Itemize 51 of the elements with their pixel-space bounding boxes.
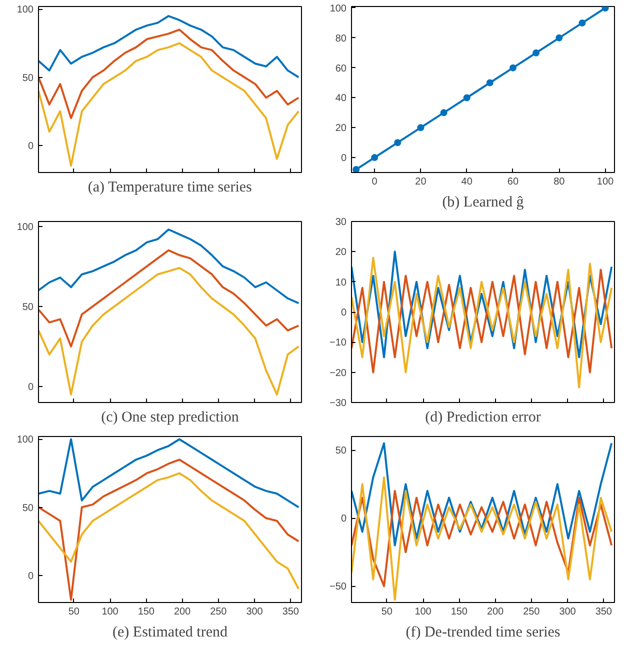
y-tick-label: 0 bbox=[340, 153, 347, 164]
y-tick-label: −20 bbox=[330, 368, 347, 379]
y-tick-label: 10 bbox=[335, 277, 347, 288]
y-tick-label: −10 bbox=[330, 338, 347, 349]
y-tick-label: 0 bbox=[340, 514, 347, 525]
y-tick-label: 20 bbox=[335, 123, 347, 134]
x-tick-label: 40 bbox=[461, 176, 473, 188]
text: (d) Prediction error bbox=[425, 410, 541, 426]
x-tick-label: 100 bbox=[414, 606, 432, 618]
x-tick-label: 300 bbox=[559, 606, 576, 618]
y-tick-label: 30 bbox=[335, 217, 347, 228]
x-tick-label: 50 bbox=[68, 606, 80, 618]
y-tick-label: 80 bbox=[335, 33, 347, 44]
x-tick-label: 0 bbox=[372, 176, 378, 188]
y-tick-label: 100 bbox=[16, 4, 34, 16]
y-tick-label: 50 bbox=[22, 302, 34, 313]
y-tick-label: 100 bbox=[16, 434, 34, 446]
y-tick-label: 100 bbox=[330, 3, 347, 14]
y-tick-label: −50 bbox=[330, 582, 347, 593]
text: (a) Temperature time series bbox=[88, 180, 252, 196]
y-tick-label: 0 bbox=[28, 570, 34, 582]
y-tick-label: 0 bbox=[340, 308, 347, 318]
text: (f) De-trended time series bbox=[406, 624, 560, 640]
x-tick-label: 300 bbox=[246, 606, 264, 618]
y-tick-label: 20 bbox=[335, 247, 347, 258]
x-tick-label: 100 bbox=[102, 606, 119, 618]
text: (b) Learned ĝ bbox=[442, 194, 524, 210]
x-tick-label: 350 bbox=[282, 606, 300, 618]
x-tick-label: 250 bbox=[523, 606, 540, 618]
y-tick-label: 40 bbox=[335, 93, 347, 104]
x-tick-label: 80 bbox=[554, 176, 566, 188]
x-tick-label: 200 bbox=[174, 606, 192, 618]
x-tick-label: 200 bbox=[486, 606, 504, 618]
x-tick-label: 20 bbox=[415, 176, 427, 188]
x-tick-label: 100 bbox=[596, 176, 614, 188]
y-tick-label: 50 bbox=[22, 502, 34, 514]
x-tick-label: 150 bbox=[450, 606, 468, 618]
x-tick-label: 250 bbox=[210, 606, 228, 618]
x-tick-label: 60 bbox=[507, 176, 519, 188]
x-tick-label: 350 bbox=[595, 606, 612, 618]
x-tick-label: 150 bbox=[138, 606, 155, 618]
text: (c) One step prediction bbox=[101, 410, 240, 426]
y-tick-label: 0 bbox=[28, 140, 34, 152]
y-tick-label: 100 bbox=[16, 222, 34, 233]
y-tick-label: 0 bbox=[28, 382, 34, 393]
y-tick-label: 50 bbox=[22, 72, 34, 84]
x-tick-label: 50 bbox=[381, 606, 393, 618]
y-tick-label: 60 bbox=[335, 63, 347, 74]
y-tick-label: −30 bbox=[330, 398, 347, 409]
text: (e) Estimated trend bbox=[112, 624, 228, 640]
y-tick-label: 50 bbox=[335, 446, 347, 457]
